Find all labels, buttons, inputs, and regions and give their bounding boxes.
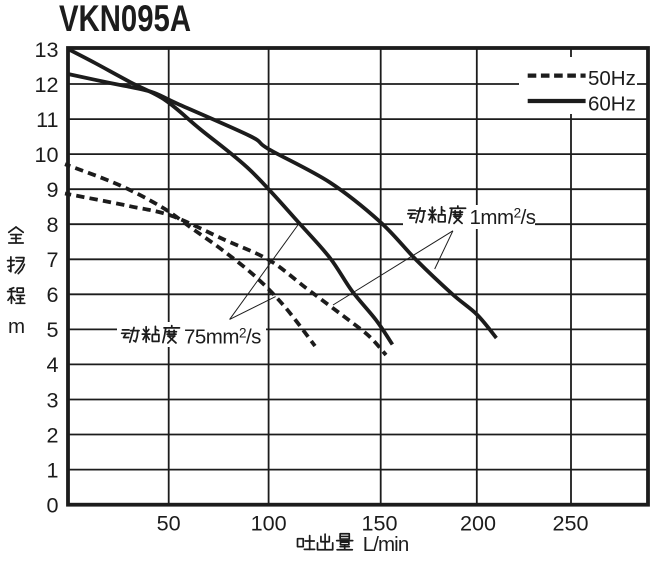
svg-text:200: 200 (460, 511, 496, 536)
svg-text:9: 9 (46, 177, 58, 202)
svg-text:7: 7 (46, 247, 58, 272)
svg-text:60Hz: 60Hz (588, 93, 636, 116)
svg-text:12: 12 (34, 72, 58, 97)
svg-text:0: 0 (46, 492, 58, 517)
svg-text:3: 3 (46, 387, 58, 412)
svg-text:75mm2/s: 75mm2/s (184, 325, 261, 348)
svg-text:50: 50 (157, 511, 181, 536)
svg-text:2: 2 (46, 422, 58, 447)
svg-text:150: 150 (361, 511, 397, 536)
svg-text:50Hz: 50Hz (588, 67, 636, 90)
svg-text:11: 11 (36, 107, 58, 132)
svg-text:6: 6 (46, 282, 58, 307)
svg-text:4: 4 (46, 352, 58, 377)
svg-text:13: 13 (34, 37, 58, 62)
svg-text:L/min: L/min (363, 533, 409, 556)
svg-text:8: 8 (46, 212, 58, 237)
svg-text:5: 5 (46, 317, 58, 342)
svg-text:1: 1 (46, 457, 58, 482)
svg-text:VKN095A: VKN095A (59, 0, 191, 39)
svg-text:1mm2/s: 1mm2/s (470, 206, 536, 229)
svg-text:250: 250 (552, 511, 588, 536)
svg-text:m: m (8, 315, 25, 338)
svg-text:10: 10 (34, 142, 58, 167)
svg-text:100: 100 (251, 511, 287, 536)
